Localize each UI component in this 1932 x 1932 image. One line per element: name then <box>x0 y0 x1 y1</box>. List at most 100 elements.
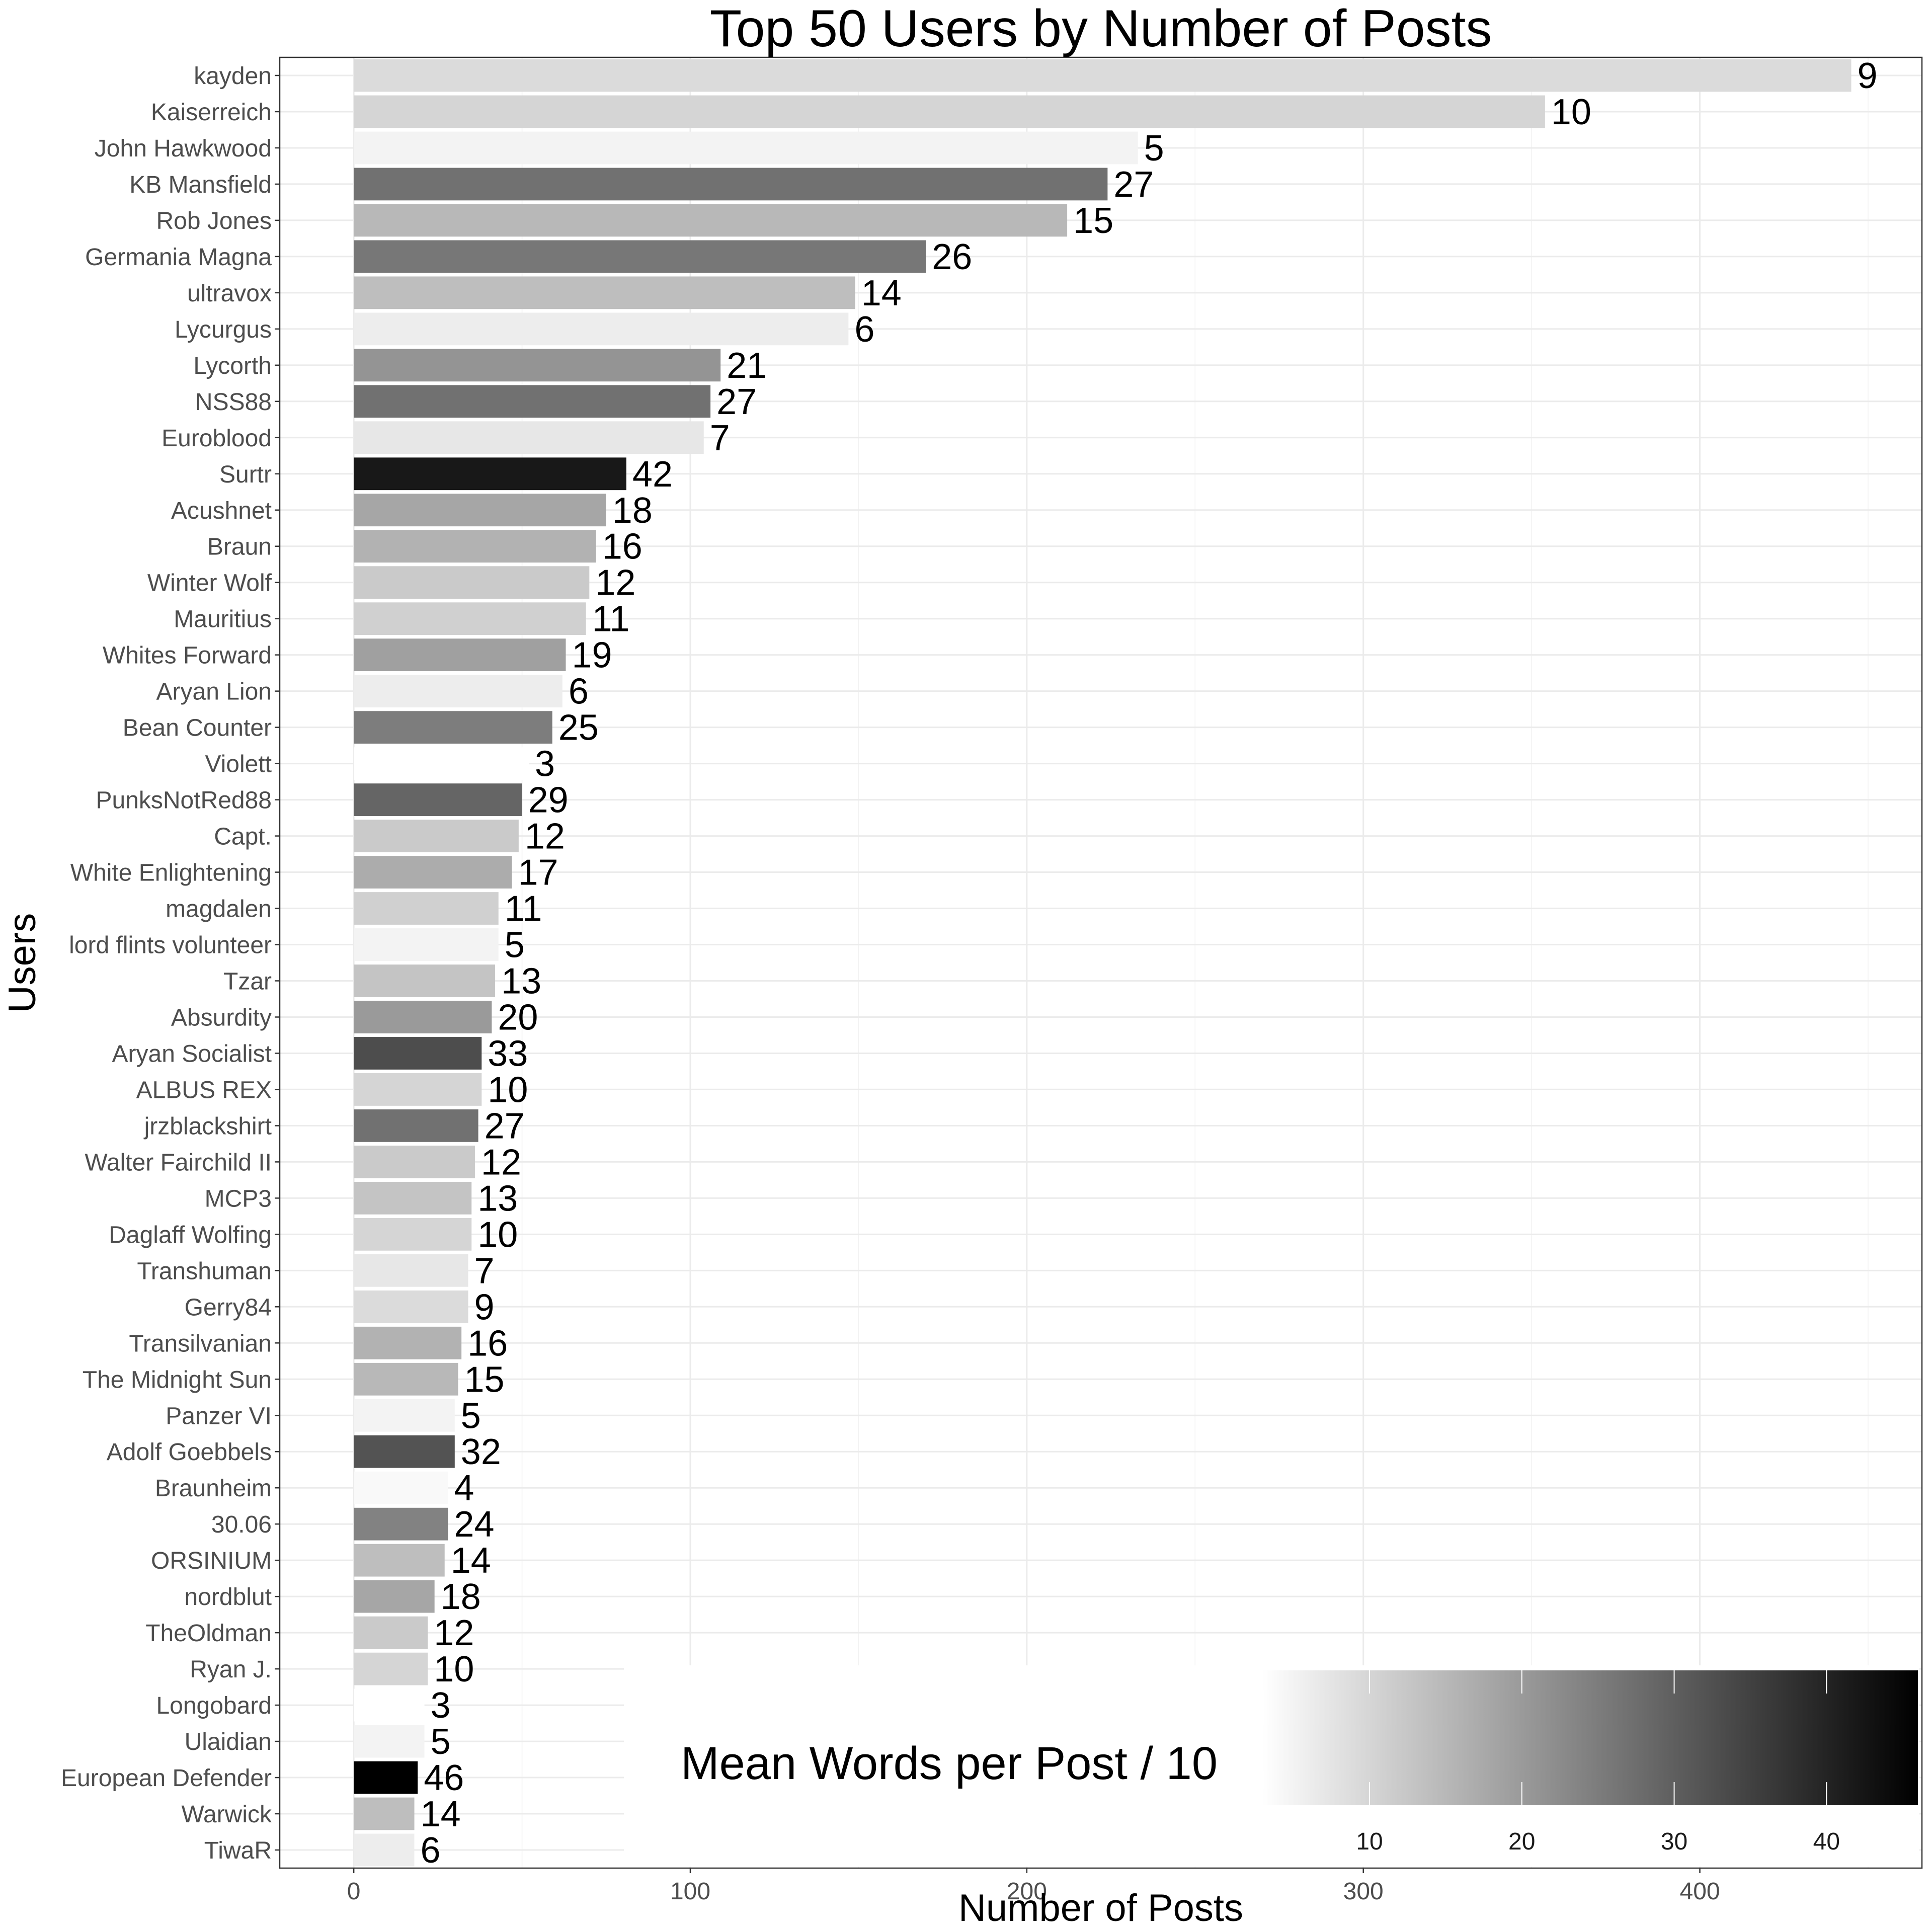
bar <box>354 1362 458 1396</box>
bar <box>354 385 711 418</box>
bar-value-label: 5 <box>461 1396 481 1436</box>
bar <box>354 1073 482 1106</box>
bar-value-label: 17 <box>518 853 558 893</box>
y-tick-label: TheOldman <box>145 1620 272 1647</box>
bar <box>354 856 512 889</box>
y-tick-label: Rob Jones <box>156 208 272 234</box>
y-tick-label: Whites Forward <box>103 642 272 669</box>
bar <box>354 59 1852 92</box>
bar-value-label: 11 <box>505 889 542 929</box>
bar-value-label: 14 <box>861 273 902 313</box>
bar <box>354 1290 468 1323</box>
bar <box>354 675 562 708</box>
bar <box>354 349 721 382</box>
y-tick-label: Ryan J. <box>190 1656 272 1683</box>
x-tick-label: 200 <box>1007 1878 1047 1905</box>
y-tick-label: Acushnet <box>171 498 272 524</box>
y-tick-label: PunksNotRed88 <box>96 787 272 814</box>
bar <box>354 1181 472 1215</box>
x-axis-ticks: 0 100 200 300 400 <box>347 1868 1720 1905</box>
y-tick-label: ultravox <box>187 280 272 307</box>
y-tick-label: Violett <box>205 751 272 778</box>
bar <box>354 1507 448 1541</box>
bar-value-label: 24 <box>454 1504 494 1545</box>
bar-value-label: 12 <box>595 563 635 603</box>
bar <box>354 1580 435 1613</box>
x-axis-title: Number of Posts <box>958 1887 1243 1929</box>
bar <box>354 1435 455 1468</box>
bar-value-label: 6 <box>854 309 874 350</box>
bar <box>354 240 926 273</box>
x-tick-label: 300 <box>1343 1878 1384 1905</box>
bar-value-label: 32 <box>461 1432 501 1472</box>
bar <box>354 1254 468 1287</box>
y-tick-label: nordblut <box>185 1584 272 1611</box>
bar-value-label: 9 <box>474 1287 495 1327</box>
bar-value-label: 3 <box>535 744 555 784</box>
y-tick-label: Transhuman <box>137 1258 272 1284</box>
bar <box>354 312 849 346</box>
y-tick-label: Winter Wolf <box>147 570 272 597</box>
bar-value-label: 13 <box>477 1178 518 1219</box>
y-tick-label: Germania Magna <box>85 244 272 271</box>
bar-value-label: 7 <box>710 418 730 458</box>
y-tick-label: Aryan Lion <box>156 679 272 705</box>
legend: Mean Words per Post / 10 10 20 30 40 <box>624 1665 1919 1867</box>
y-tick-label: The Midnight Sun <box>83 1366 272 1393</box>
bar <box>354 1399 455 1432</box>
bar-value-label: 20 <box>498 997 538 1037</box>
bar <box>354 892 499 925</box>
legend-title: Mean Words per Post / 10 <box>681 1738 1218 1789</box>
bar-value-label: 33 <box>488 1033 528 1074</box>
y-tick-label: Lycurgus <box>175 316 272 343</box>
bar <box>354 530 596 563</box>
bar-value-label: 25 <box>558 708 599 748</box>
bar-value-label: 13 <box>501 961 541 1001</box>
legend-colorbar <box>1263 1670 1918 1805</box>
bar <box>354 638 566 672</box>
bar <box>354 1037 482 1070</box>
y-axis-title: Users <box>1 913 44 1013</box>
bar <box>354 1471 448 1504</box>
y-tick-label: jrzblackshirt <box>143 1113 272 1140</box>
bar-value-label: 15 <box>464 1359 504 1400</box>
y-tick-label: KB Mansfield <box>129 172 272 198</box>
bar-value-label: 21 <box>727 346 767 386</box>
y-axis-ticks: kayden Kaiserreich John Hawkwood KB Mansfie… <box>61 63 280 1864</box>
bar-value-label: 10 <box>1551 92 1591 132</box>
chart-title: Top 50 Users by Number of Posts <box>710 0 1492 58</box>
y-tick-label: Aryan Socialist <box>112 1040 272 1067</box>
y-tick-label: lord flints volunteer <box>69 932 272 959</box>
legend-tick-label: 20 <box>1508 1828 1535 1855</box>
y-tick-label: Absurdity <box>171 1004 272 1031</box>
y-tick-label: TiwaR <box>204 1837 272 1864</box>
bar-value-label: 14 <box>421 1794 461 1834</box>
legend-tick-label: 30 <box>1661 1828 1687 1855</box>
bar-value-label: 27 <box>1113 165 1154 205</box>
bar-value-label: 5 <box>1144 128 1164 169</box>
bar <box>354 1326 462 1359</box>
bar <box>354 1544 445 1577</box>
bar-value-label: 46 <box>424 1758 464 1798</box>
bar-value-label: 15 <box>1073 201 1113 241</box>
y-tick-label: Panzer VI <box>166 1403 272 1429</box>
y-tick-label: ORSINIUM <box>151 1548 272 1574</box>
bar-value-label: 11 <box>592 599 630 639</box>
panel-border <box>279 56 1923 1869</box>
bar-value-label: 29 <box>528 780 569 821</box>
bar <box>354 964 496 997</box>
bar-value-label: 42 <box>632 454 673 495</box>
y-tick-label: Braunheim <box>155 1475 272 1502</box>
bar <box>354 1833 415 1867</box>
y-tick-label: NSS88 <box>195 389 272 416</box>
x-tick-label: 0 <box>347 1878 361 1905</box>
bar-value-label: 10 <box>477 1215 518 1255</box>
y-tick-label: Gerry84 <box>185 1294 272 1321</box>
y-tick-label: 30.06 <box>211 1511 272 1538</box>
y-tick-label: Euroblood <box>162 425 272 452</box>
bar <box>354 1761 418 1794</box>
bar <box>354 1725 425 1758</box>
bar-value-label: 4 <box>454 1468 474 1508</box>
y-tick-label: Daglaff Wolfing <box>109 1222 272 1248</box>
